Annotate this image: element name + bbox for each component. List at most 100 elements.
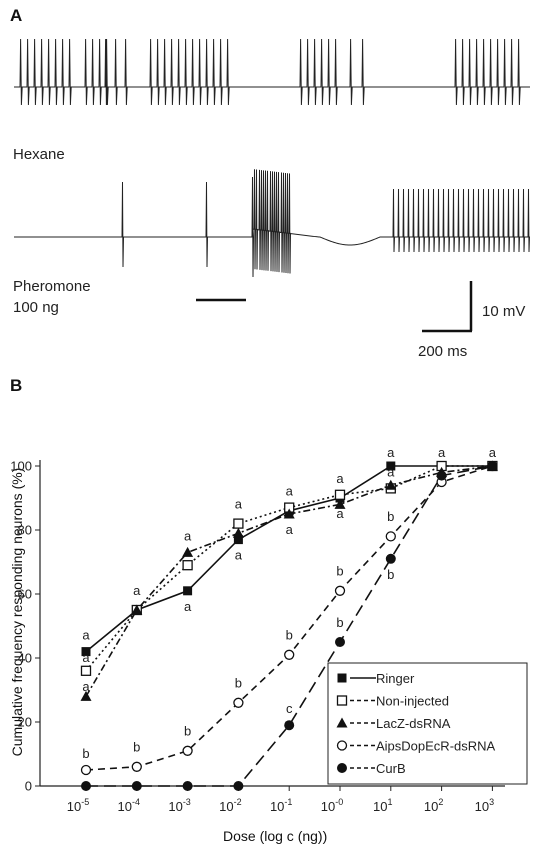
data-point-non-injected (233, 518, 244, 529)
significance-letter: a (235, 548, 243, 563)
data-point-non-injected (436, 460, 447, 472)
data-point-aipsdopecr-dsrna (385, 531, 396, 542)
series-line-non-injected (85, 465, 493, 672)
data-point-ringer (183, 586, 193, 596)
significance-letter: b (336, 564, 343, 579)
data-point-lacz-dsrna (486, 460, 498, 471)
significance-letter: a (82, 650, 90, 665)
panel-b-letter: B (10, 376, 23, 395)
legend-marker (336, 740, 348, 751)
voltage-scale-label: 10 mV (482, 303, 526, 320)
legend-label: LacZ-dsRNA (376, 716, 451, 731)
significance-letter: b (235, 676, 242, 691)
significance-letter: a (82, 628, 90, 643)
data-point-curb (436, 470, 447, 481)
data-point-lacz-dsrna (385, 479, 397, 490)
panel-a-traces (14, 38, 531, 333)
hexane-recording-trace (14, 38, 530, 106)
data-point-non-injected (182, 560, 193, 571)
data-point-ringer (284, 506, 294, 516)
x-tick-label: 102 (424, 797, 443, 814)
significance-letter: a (387, 464, 395, 479)
significance-letter: b (184, 724, 191, 739)
data-point-ringer (487, 461, 497, 471)
x-tick-label: 10-0 (321, 797, 343, 814)
data-point-ringer (132, 605, 142, 615)
data-point-aipsdopecr-dsrna (80, 764, 92, 776)
x-tick-label: 10-5 (67, 797, 89, 814)
panel-a-letter: A (10, 6, 23, 25)
significance-letter: a (133, 583, 141, 598)
significance-letter: b (133, 740, 140, 755)
legend-box (327, 662, 528, 785)
data-point-non-injected (80, 665, 92, 676)
legend-marker (337, 763, 347, 773)
legend-marker (336, 695, 348, 706)
data-point-curb (487, 461, 498, 471)
legend-label: CurB (376, 761, 406, 776)
data-point-non-injected (385, 483, 396, 494)
data-point-lacz-dsrna (80, 690, 92, 701)
series-line-lacz-dsrna (85, 465, 493, 697)
data-point-aipsdopecr-dsrna (284, 649, 295, 660)
legend-label: Ringer (376, 671, 415, 686)
data-point-curb (284, 720, 295, 731)
data-point-lacz-dsrna (182, 546, 194, 557)
time-scale-label: 200 ms (418, 343, 468, 360)
data-point-ringer (386, 461, 396, 471)
data-point-lacz-dsrna (131, 604, 143, 615)
x-axis-title: Dose (log c (ng)) (223, 828, 328, 844)
significance-letter: a (235, 496, 243, 511)
data-point-non-injected (487, 460, 498, 472)
series-line-curb (86, 465, 493, 787)
data-point-ringer (81, 647, 91, 657)
significance-letter: c (286, 701, 293, 716)
y-axis-title: Cumulative frequency responding neurons … (9, 467, 25, 757)
legend-label: Non-injected (376, 694, 449, 709)
significance-letter: a (286, 522, 294, 537)
significance-letter: b (387, 509, 394, 524)
data-point-ringer (437, 461, 447, 471)
data-point-curb (385, 553, 396, 564)
data-point-non-injected (334, 489, 346, 500)
data-point-lacz-dsrna (232, 527, 244, 538)
x-tick-label: 10-2 (219, 797, 241, 814)
data-point-curb (233, 781, 244, 791)
data-point-ringer (335, 493, 345, 503)
significance-letter: b (286, 628, 293, 643)
legend-label: AipsDopEcR-dsRNA (376, 739, 496, 754)
significance-letter: a (286, 484, 294, 499)
significance-letter: a (82, 679, 90, 694)
significance-letter: a (184, 599, 192, 614)
hexane-label: Hexane (13, 146, 65, 163)
legend-marker (336, 717, 348, 728)
significance-letter: a (387, 445, 395, 460)
data-point-aipsdopecr-dsrna (131, 761, 142, 772)
significance-letter: b (336, 615, 343, 630)
data-point-aipsdopecr-dsrna (487, 460, 498, 472)
x-tick-label: 10-1 (270, 797, 292, 814)
significance-letter: a (336, 471, 344, 486)
data-point-aipsdopecr-dsrna (436, 476, 447, 488)
pheromone-label: Pheromone (13, 278, 91, 295)
x-tick-label: 103 (475, 797, 494, 814)
x-tick-label: 10-3 (168, 797, 190, 814)
data-point-curb (81, 781, 91, 791)
x-tick-label: 101 (373, 797, 392, 814)
significance-letter: a (336, 506, 344, 521)
data-point-lacz-dsrna (283, 508, 295, 519)
significance-letter: a (489, 445, 497, 460)
x-tick-label: 10-4 (118, 797, 140, 814)
pheromone-recording-trace (14, 169, 531, 278)
series-line-ringer (85, 465, 493, 653)
significance-letter: a (184, 528, 192, 543)
data-point-non-injected (284, 502, 295, 513)
data-point-aipsdopecr-dsrna (182, 745, 193, 756)
legend-marker (337, 673, 347, 683)
data-point-non-injected (131, 604, 142, 616)
y-tick-label: 0 (25, 779, 32, 794)
significance-letter: a (438, 445, 446, 460)
data-point-lacz-dsrna (334, 498, 346, 509)
significance-letter: b (387, 567, 394, 582)
data-point-curb (131, 781, 142, 791)
